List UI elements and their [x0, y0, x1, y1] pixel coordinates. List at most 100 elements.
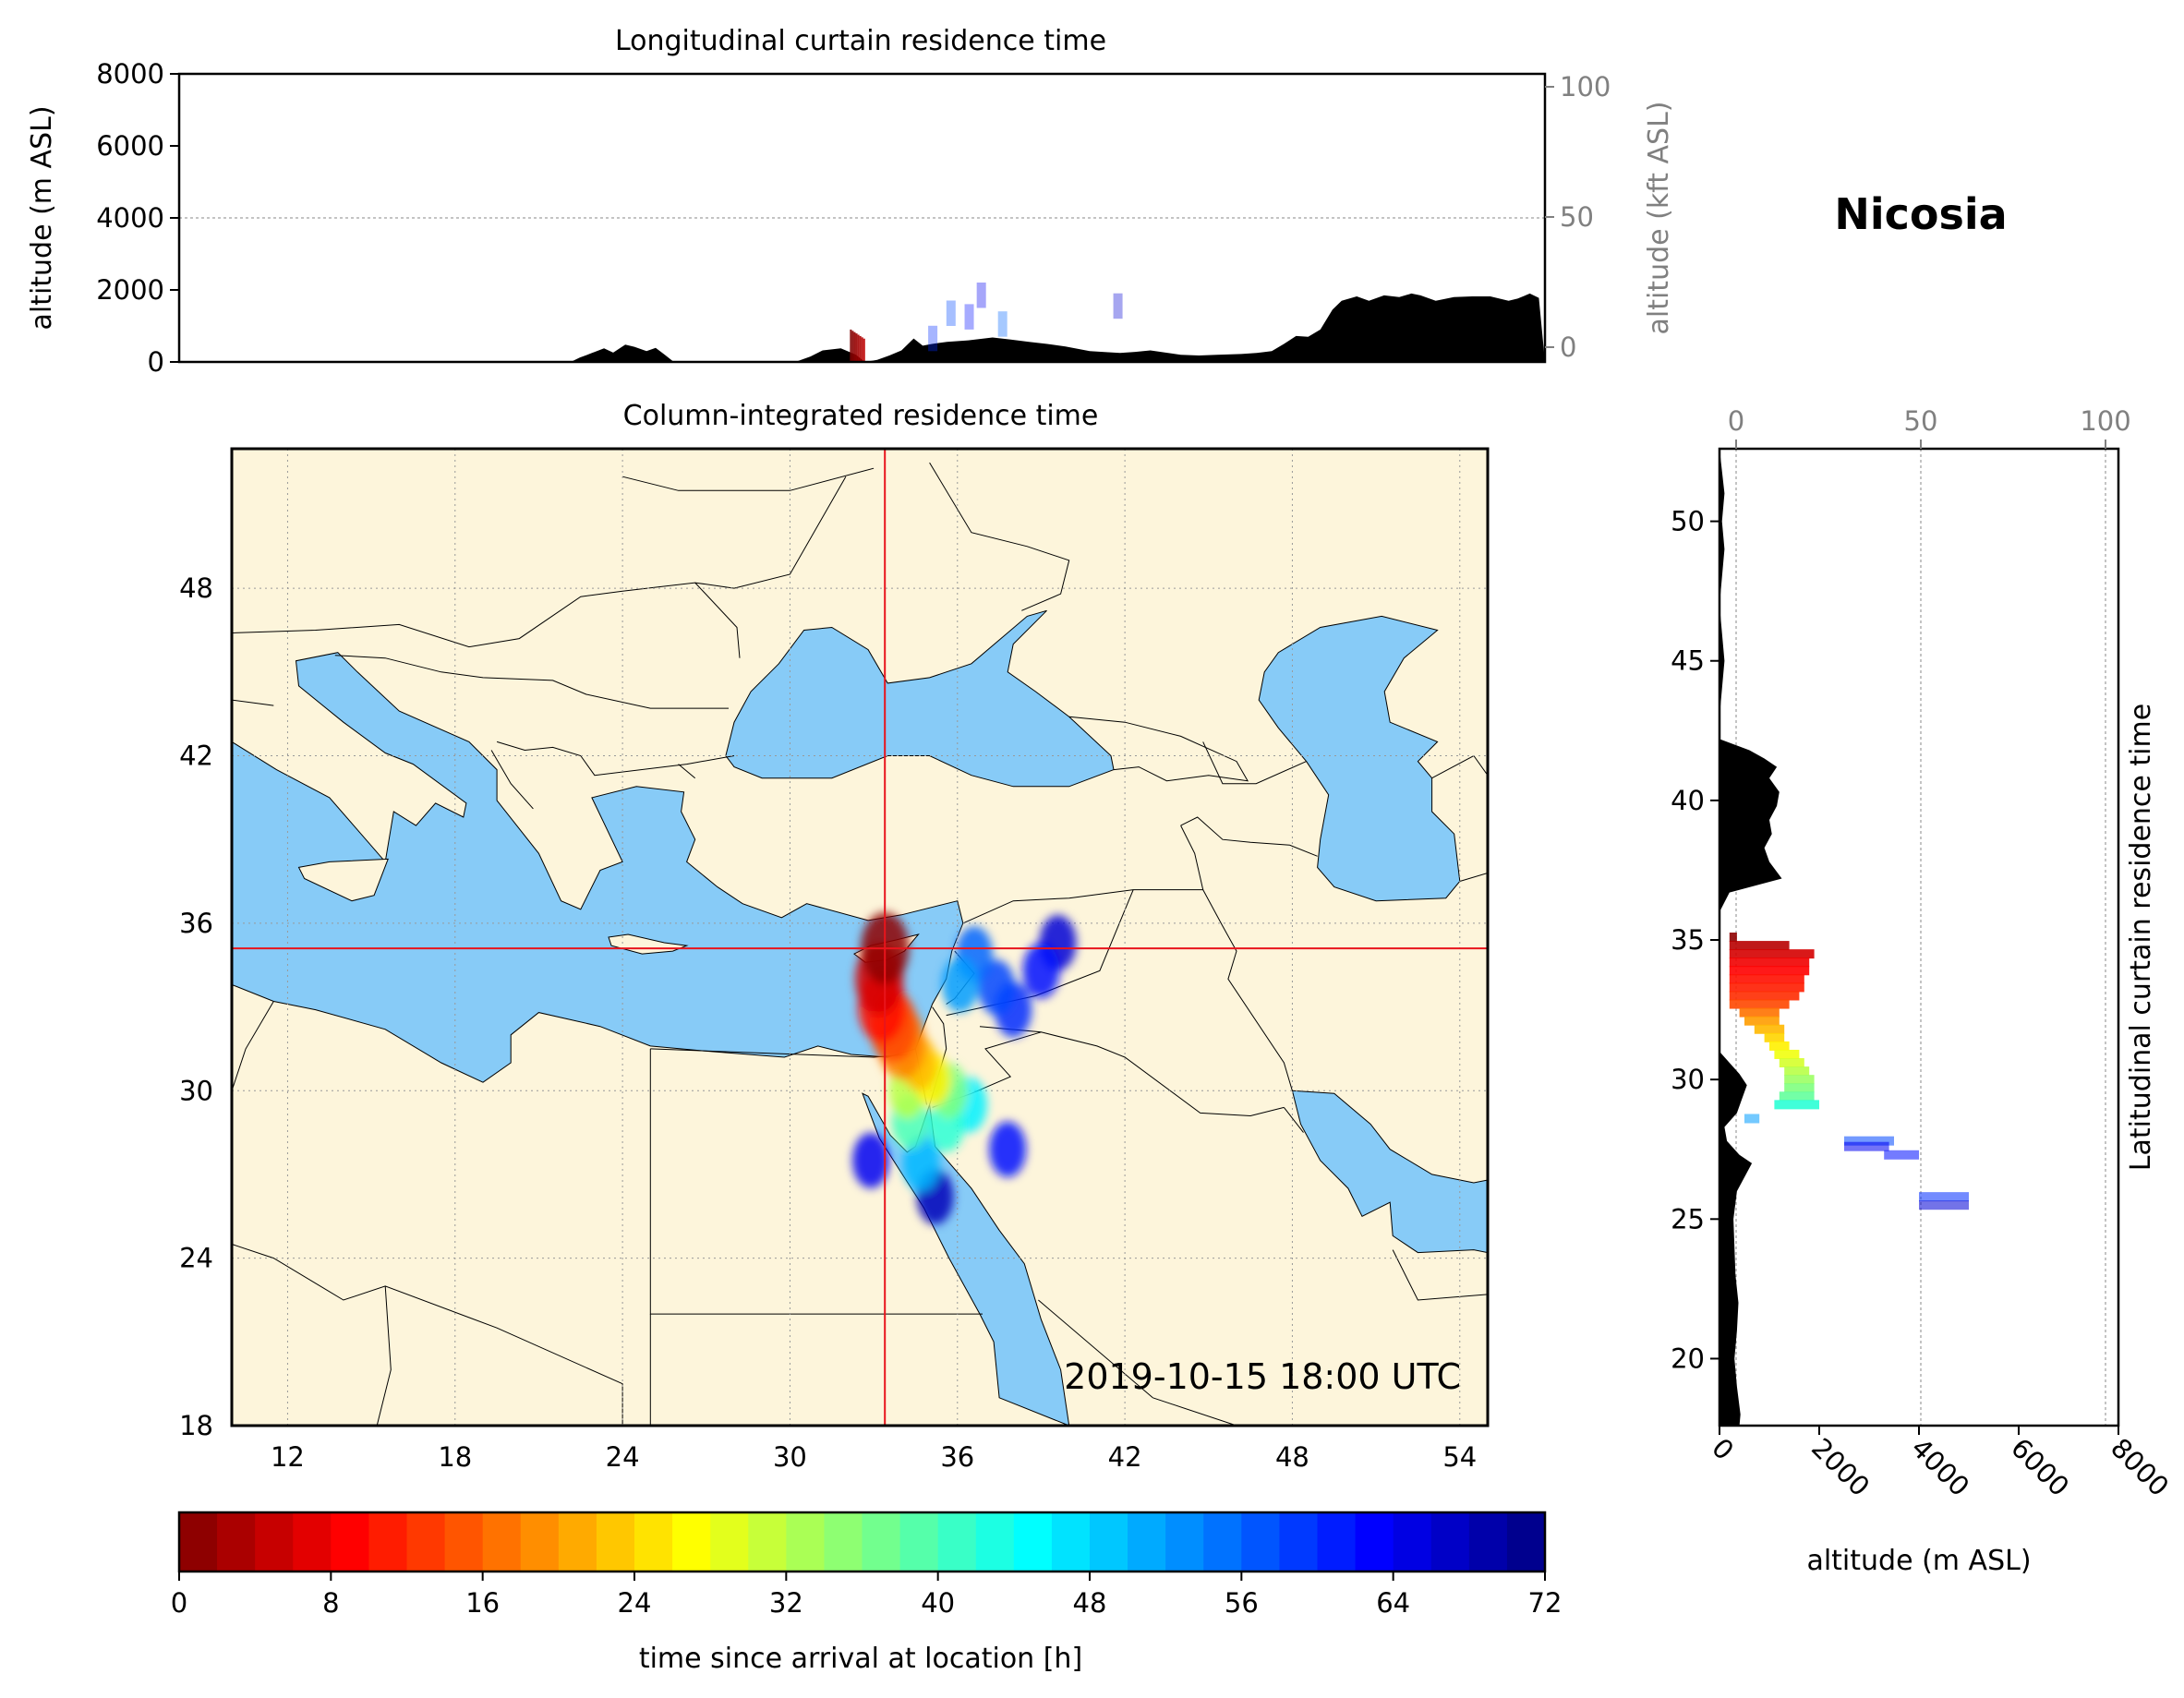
- plume-point: [941, 957, 979, 1013]
- plume-blobs: [852, 912, 1077, 1225]
- curtain-band: [1729, 974, 1804, 984]
- colorbar-step: [1468, 1512, 1508, 1572]
- map-x-tick-label: 24: [606, 1441, 640, 1473]
- longitudinal-y-ticks: 0 2000 4000 6000 8000: [96, 58, 179, 378]
- map-y-tick-label: 24: [179, 1243, 213, 1274]
- map-x-tick-label: 42: [1108, 1441, 1142, 1473]
- colorbar-step: [975, 1512, 1015, 1572]
- y-tick-label: 6000: [96, 130, 164, 162]
- curtain-cell: [946, 300, 956, 326]
- colorbar-step: [1013, 1512, 1053, 1572]
- curtain-band: [1729, 933, 1737, 942]
- x-tick-label: 8000: [2105, 1432, 2175, 1502]
- y-tick-label: 25: [1671, 1203, 1705, 1234]
- curtain-band: [1774, 1100, 1819, 1110]
- latitudinal-grid: [1735, 449, 2106, 1426]
- colorbar-step: [1241, 1512, 1281, 1572]
- longitudinal-panel: Longitudinal curtain residence time 0 200…: [26, 25, 1675, 378]
- curtain-band: [1729, 957, 1810, 968]
- latitudinal-y-ticks: 20 25 30 35 40 45 50: [1671, 506, 1719, 1374]
- country-border: [929, 462, 1070, 611]
- curtain-cell: [853, 331, 856, 362]
- country-border: [694, 582, 741, 658]
- y-tick-label: 2000: [96, 274, 164, 306]
- right-tick-label: 100: [1560, 71, 1611, 102]
- colorbar-label: time since arrival at location [h]: [639, 1643, 1082, 1675]
- y-tick-label: 4000: [96, 202, 164, 234]
- map-plume: [852, 912, 1077, 1225]
- colorbar-gradient: [179, 1512, 1546, 1572]
- curtain-cell: [976, 283, 986, 308]
- curtain-cell: [857, 334, 860, 362]
- country-border: [621, 467, 875, 491]
- colorbar-step: [368, 1512, 408, 1572]
- sicily-island: [297, 858, 389, 902]
- colorbar-step: [786, 1512, 826, 1572]
- latitudinal-data: [1719, 449, 1969, 1426]
- colorbar-step: [1355, 1512, 1394, 1572]
- y-tick-label: 50: [1671, 506, 1705, 537]
- colorbar-tick-label: 8: [322, 1587, 339, 1619]
- colorbar-tick-label: 24: [618, 1587, 652, 1619]
- x-tick-label: 6000: [2005, 1432, 2075, 1502]
- curtain-band: [1844, 1141, 1889, 1151]
- map-x-tick-label: 12: [271, 1441, 305, 1473]
- caspian-sea: [1258, 615, 1461, 902]
- colorbar-tick-label: 48: [1073, 1587, 1107, 1619]
- map-y-tick-label: 30: [179, 1075, 213, 1106]
- country-border: [1202, 741, 1307, 785]
- terrain-profile: [1719, 449, 1782, 1426]
- latitudinal-x-ticks: 0 2000 4000 6000 8000: [1706, 1426, 2175, 1502]
- y-tick-label: 40: [1671, 785, 1705, 816]
- top-tick-label: 0: [1728, 405, 1744, 437]
- curtain-band: [1784, 1083, 1815, 1093]
- curtain-cell: [964, 304, 974, 330]
- colorbar-ticks: 0 8 16 24 32 40 48 56 64 72: [171, 1572, 1562, 1619]
- colorbar-tick-label: 56: [1225, 1587, 1259, 1619]
- colorbar-step: [937, 1512, 977, 1572]
- x-tick-label: 0: [1706, 1432, 1740, 1466]
- country-border: [1180, 816, 1318, 857]
- longitudinal-right-ticks: 0 50 100: [1545, 71, 1611, 363]
- colorbar-step: [1279, 1512, 1319, 1572]
- colorbar-step: [179, 1512, 218, 1572]
- receptor-crosshair: [232, 449, 1488, 1426]
- terrain-profile: [179, 293, 1545, 362]
- plume-point: [1022, 943, 1060, 999]
- curtain-band: [1754, 1024, 1785, 1034]
- curtain-band: [1729, 966, 1810, 976]
- colorbar-step: [1128, 1512, 1166, 1572]
- map-x-tick-label: 30: [773, 1441, 807, 1473]
- curtain-cell: [1113, 293, 1123, 319]
- top-tick-label: 50: [1904, 405, 1938, 437]
- persian-gulf-sea: [1291, 1090, 1488, 1254]
- curtain-band: [1844, 1136, 1894, 1146]
- curtain-cell: [855, 333, 858, 362]
- country-border: [334, 655, 729, 709]
- colorbar-tick-label: 64: [1376, 1587, 1410, 1619]
- curtain-band: [1779, 1091, 1815, 1102]
- colorbar: 0 8 16 24 32 40 48 56 64 72 time since arrival at…: [171, 1511, 1562, 1675]
- curtain-cell: [997, 311, 1008, 337]
- colorbar-step: [748, 1512, 787, 1572]
- latitudinal-frame: [1718, 447, 2120, 1427]
- curtain-band: [1744, 1016, 1780, 1026]
- colorbar-step: [1165, 1512, 1204, 1572]
- country-border: [232, 1001, 274, 1091]
- map-y-tick-label: 18: [179, 1410, 213, 1441]
- longitudinal-data: [179, 283, 1545, 362]
- country-border: [1487, 1294, 1488, 1295]
- curtain-band: [1919, 1200, 1969, 1210]
- location-title: Nicosia: [1834, 189, 2007, 239]
- x-tick-label: 4000: [1905, 1432, 1975, 1502]
- curtain-band: [1774, 1049, 1800, 1059]
- colorbar-step: [672, 1512, 711, 1572]
- map-x-tick-label: 54: [1442, 1441, 1477, 1473]
- country-border: [1459, 873, 1488, 882]
- colorbar-step: [558, 1512, 597, 1572]
- colorbar-step: [862, 1512, 901, 1572]
- colorbar-step: [406, 1512, 446, 1572]
- colorbar-step: [899, 1512, 939, 1572]
- country-border: [1284, 1107, 1304, 1133]
- country-border: [733, 476, 847, 589]
